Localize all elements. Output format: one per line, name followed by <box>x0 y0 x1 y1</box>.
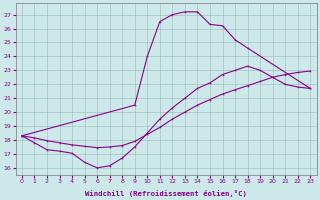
X-axis label: Windchill (Refroidissement éolien,°C): Windchill (Refroidissement éolien,°C) <box>85 190 247 197</box>
